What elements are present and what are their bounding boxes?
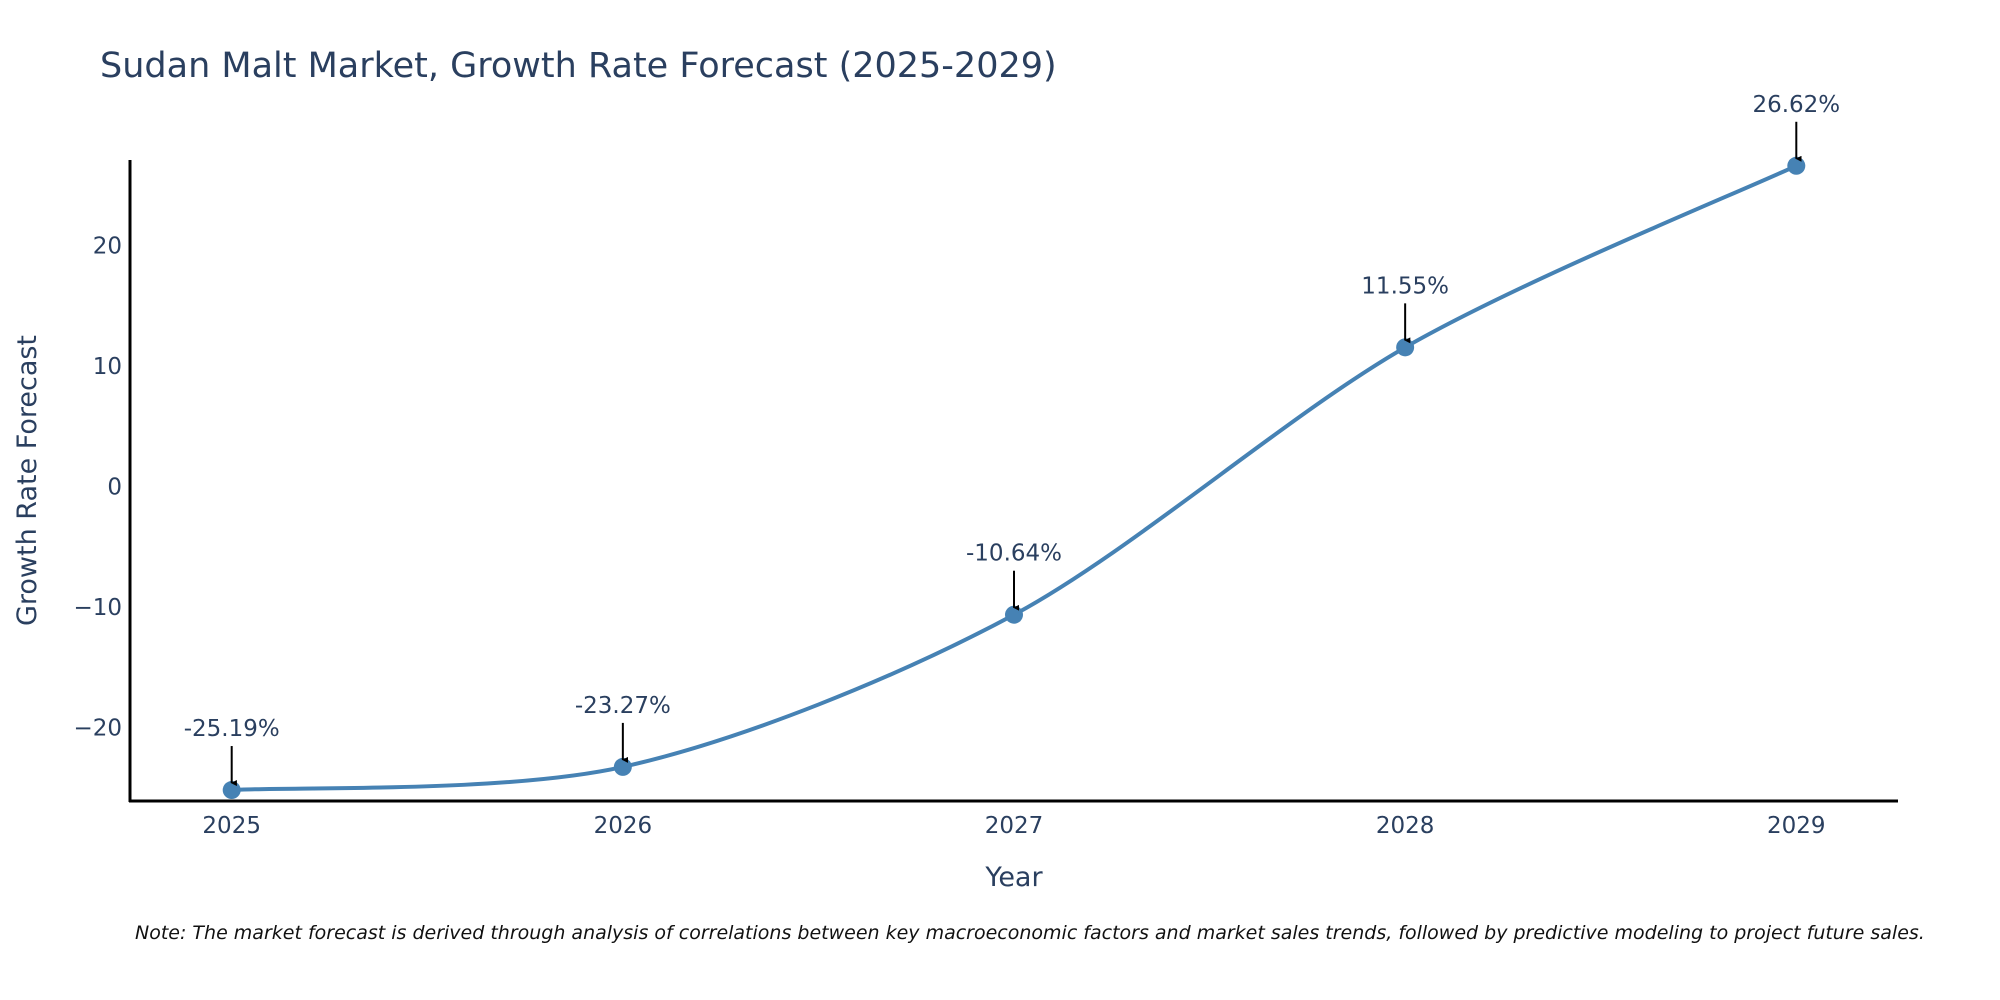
chart-title: Sudan Malt Market, Growth Rate Forecast … [100, 46, 1057, 86]
data-label-2028: 11.55% [1361, 273, 1449, 299]
y-tick-label: 20 [93, 234, 122, 260]
y-tick-label: 10 [93, 354, 122, 380]
chart-note: Note: The market forecast is derived thr… [135, 922, 1925, 944]
y-axis-title: Growth Rate Forecast [12, 335, 43, 626]
x-tick-label: 2027 [985, 813, 1044, 839]
series-line [231, 163, 1798, 793]
series-layer [222, 156, 1806, 800]
x-tick-label: 2026 [594, 813, 653, 839]
axes: −20 −10 0 10 20 2025 2026 2027 2028 2029 Year Growt… [12, 160, 1898, 893]
y-tick-label: 0 [107, 475, 122, 501]
data-point-2026 [613, 757, 632, 776]
data-label-2025: -25.19% [184, 716, 280, 742]
data-point-2028 [1396, 338, 1415, 357]
x-tick-label: 2025 [202, 813, 261, 839]
x-tick-label: 2028 [1376, 813, 1435, 839]
data-point-2027 [1005, 605, 1023, 624]
data-point-2029 [1787, 156, 1806, 175]
data-point-2025 [222, 781, 241, 800]
data-label-2027: -10.64% [966, 541, 1062, 567]
annotations: -25.19% -23.27% -10.64% 11.55% 26.62% [184, 92, 1840, 787]
data-label-2026: -23.27% [575, 693, 671, 719]
data-label-2029: 26.62% [1752, 92, 1840, 118]
x-tick-label: 2029 [1767, 813, 1826, 839]
x-axis-title: Year [984, 862, 1043, 893]
y-tick-label: −20 [73, 716, 122, 742]
y-tick-label: −10 [73, 595, 122, 621]
